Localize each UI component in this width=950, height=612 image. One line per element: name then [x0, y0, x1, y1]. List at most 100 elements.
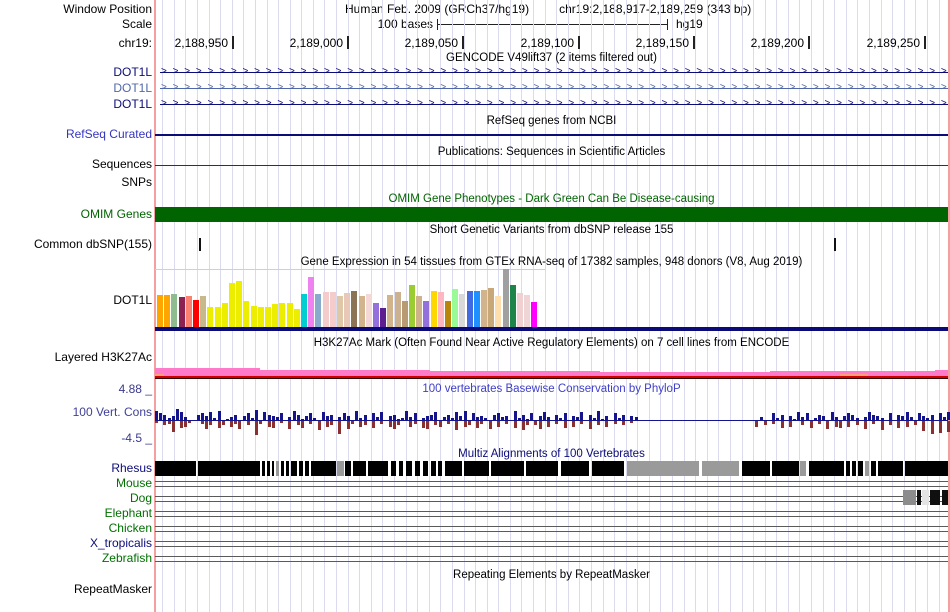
multiz-rhesus-block[interactable]	[399, 461, 403, 476]
multiz-rhesus-block[interactable]	[423, 461, 428, 476]
multiz-rhesus-block[interactable]	[592, 461, 624, 476]
multiz-dog-block[interactable]	[903, 490, 916, 505]
multiz-rhesus-block[interactable]	[526, 461, 558, 476]
multiz-zebrafish-line[interactable]	[155, 555, 948, 557]
gtex-bar[interactable]	[229, 283, 235, 327]
gtex-bar[interactable]	[481, 290, 487, 327]
multiz-mouse-line[interactable]	[155, 485, 948, 487]
dbsnp-variant-tick[interactable]	[834, 238, 836, 251]
multiz-rhesus-block[interactable]	[291, 461, 297, 476]
gtex-bar[interactable]	[272, 304, 279, 327]
common-dbsnp-label[interactable]: Common dbSNP(155)	[33, 237, 152, 251]
multiz-rhesus-block[interactable]	[561, 461, 589, 476]
gtex-bar[interactable]	[466, 291, 473, 327]
gtex-bar[interactable]	[286, 303, 293, 327]
gtex-bar[interactable]	[437, 292, 444, 327]
gtex-bar[interactable]	[236, 281, 243, 327]
gtex-bar[interactable]	[409, 285, 415, 327]
gtex-bar[interactable]	[200, 296, 207, 327]
gtex-bar[interactable]	[322, 292, 329, 327]
multiz-rhesus-block[interactable]	[800, 461, 806, 476]
gtex-bar[interactable]	[185, 296, 192, 327]
multiz-rhesus-block[interactable]	[368, 461, 388, 476]
multiz-elephant-line[interactable]	[155, 515, 948, 517]
multiz-rhesus-block[interactable]	[464, 461, 489, 476]
sequences-label[interactable]: Sequences	[91, 157, 152, 171]
multiz-chicken-line[interactable]	[155, 530, 948, 532]
multiz-rhesus-block[interactable]	[286, 461, 289, 476]
gtex-bar[interactable]	[495, 296, 502, 327]
h3k27ac-signal[interactable]	[155, 367, 260, 376]
gtex-bar[interactable]	[243, 301, 250, 327]
gtex-bar[interactable]	[373, 303, 379, 327]
h3k27ac-signal[interactable]	[935, 369, 948, 376]
multiz-rhesus-block[interactable]	[865, 461, 869, 476]
gtex-baseline[interactable]	[155, 327, 948, 331]
gtex-bar[interactable]	[416, 296, 423, 327]
multiz-rhesus-block[interactable]	[281, 461, 284, 476]
gtex-bar[interactable]	[387, 295, 394, 327]
multiz-rhesus-block[interactable]	[431, 461, 436, 476]
gtex-bar[interactable]	[445, 301, 451, 327]
gtex-bar[interactable]	[365, 294, 372, 327]
gtex-bar[interactable]	[351, 291, 358, 327]
species-mouse-label[interactable]: Mouse	[115, 476, 152, 490]
gtex-bar[interactable]	[488, 288, 495, 327]
gencode-transcript-line[interactable]	[160, 72, 948, 73]
refseq-curated-label[interactable]: RefSeq Curated	[65, 127, 152, 141]
gtex-bar[interactable]	[524, 295, 531, 327]
gtex-dot1l-label[interactable]: DOT1L	[113, 293, 152, 307]
species-elephant-label[interactable]: Elephant	[104, 506, 152, 520]
gtex-bar[interactable]	[394, 292, 401, 327]
gtex-bar[interactable]	[380, 308, 387, 327]
multiz-rhesus-block[interactable]	[262, 461, 265, 476]
layered-h3k27ac-label[interactable]: Layered H3K27Ac	[54, 350, 152, 364]
multiz-dog-block[interactable]	[930, 490, 940, 505]
multiz-rhesus-block[interactable]	[276, 461, 279, 476]
gtex-bar[interactable]	[301, 294, 307, 327]
gtex-bar[interactable]	[452, 289, 459, 327]
gtex-bar[interactable]	[164, 295, 171, 327]
gtex-bar[interactable]	[279, 303, 286, 327]
multiz-rhesus-block[interactable]	[391, 461, 396, 476]
gtex-bar[interactable]	[337, 296, 343, 327]
multiz-rhesus-block[interactable]	[491, 461, 524, 476]
multiz-rhesus-block[interactable]	[337, 461, 344, 476]
multiz-rhesus-block[interactable]	[627, 461, 699, 476]
multiz-chicken-line[interactable]	[155, 525, 948, 527]
species-zebrafish-label[interactable]: Zebrafish	[101, 551, 152, 565]
multiz-rhesus-block[interactable]	[445, 461, 462, 476]
multiz-rhesus-block[interactable]	[406, 461, 412, 476]
gtex-bar[interactable]	[157, 295, 163, 327]
multiz-rhesus-block[interactable]	[852, 461, 856, 476]
dbsnp-variant-tick[interactable]	[199, 238, 201, 251]
multiz-rhesus-block[interactable]	[878, 461, 903, 476]
sequences-line[interactable]	[155, 165, 948, 166]
gtex-bar[interactable]	[308, 277, 315, 327]
phylop-baseline[interactable]	[155, 420, 948, 421]
gtex-bar[interactable]	[423, 301, 430, 327]
gtex-bar[interactable]	[329, 292, 336, 327]
multiz-dog-block[interactable]	[917, 490, 921, 505]
gtex-bar[interactable]	[315, 294, 322, 327]
multiz-x_tropicalis-line[interactable]	[155, 540, 948, 542]
gencode-dot1l-label-3[interactable]: DOT1L	[113, 97, 152, 111]
gtex-bar[interactable]	[257, 307, 264, 327]
gtex-bar[interactable]	[293, 309, 300, 327]
multiz-mouse-line[interactable]	[155, 480, 948, 482]
multiz-rhesus-block[interactable]	[353, 461, 366, 476]
gtex-bar[interactable]	[171, 294, 178, 327]
multiz-rhesus-block[interactable]	[305, 461, 309, 476]
gencode-dot1l-label-2[interactable]: DOT1L	[113, 81, 152, 95]
h3k27ac-signal[interactable]	[260, 369, 430, 376]
multiz-x_tropicalis-line[interactable]	[155, 545, 948, 547]
refseq-curated-line[interactable]	[155, 134, 948, 136]
multiz-rhesus-block[interactable]	[809, 461, 844, 476]
multiz-dog-block[interactable]	[942, 490, 948, 505]
gtex-bar[interactable]	[430, 291, 437, 327]
gtex-bar[interactable]	[531, 302, 538, 327]
multiz-rhesus-block[interactable]	[742, 461, 770, 476]
multiz-rhesus-block[interactable]	[415, 461, 420, 476]
gencode-transcript-line[interactable]	[160, 88, 948, 89]
